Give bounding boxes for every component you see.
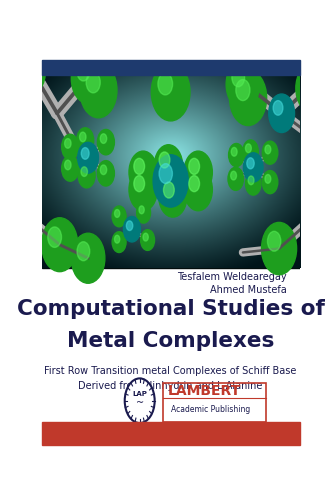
Bar bbox=[163, 384, 266, 422]
Circle shape bbox=[129, 168, 158, 211]
Circle shape bbox=[189, 176, 199, 192]
Circle shape bbox=[137, 202, 151, 223]
Circle shape bbox=[48, 227, 62, 248]
Circle shape bbox=[184, 168, 212, 211]
Circle shape bbox=[262, 170, 278, 194]
Circle shape bbox=[100, 134, 107, 143]
Circle shape bbox=[86, 72, 100, 93]
Circle shape bbox=[273, 100, 283, 115]
Circle shape bbox=[78, 162, 95, 188]
Circle shape bbox=[65, 138, 71, 148]
Circle shape bbox=[164, 182, 174, 198]
Circle shape bbox=[97, 130, 115, 155]
Circle shape bbox=[153, 154, 188, 207]
Circle shape bbox=[154, 144, 183, 187]
Circle shape bbox=[159, 152, 170, 168]
Circle shape bbox=[62, 134, 79, 160]
Circle shape bbox=[245, 144, 251, 152]
Circle shape bbox=[42, 218, 78, 272]
Text: Academic Publishing: Academic Publishing bbox=[170, 404, 250, 413]
Circle shape bbox=[265, 145, 271, 154]
Circle shape bbox=[243, 153, 263, 182]
Circle shape bbox=[134, 158, 145, 174]
Text: LAP: LAP bbox=[132, 391, 147, 397]
Circle shape bbox=[62, 156, 79, 181]
Circle shape bbox=[228, 144, 244, 167]
Circle shape bbox=[228, 168, 243, 190]
Circle shape bbox=[81, 148, 89, 160]
Circle shape bbox=[77, 242, 90, 260]
Circle shape bbox=[245, 172, 261, 195]
Text: Derived from Ninhydrin and L-Alanine: Derived from Ninhydrin and L-Alanine bbox=[79, 382, 263, 392]
Circle shape bbox=[65, 160, 71, 170]
Text: LAMBERT: LAMBERT bbox=[168, 384, 241, 398]
Circle shape bbox=[126, 221, 133, 230]
Circle shape bbox=[269, 94, 294, 132]
Text: Tesfalem Weldearegay: Tesfalem Weldearegay bbox=[177, 272, 287, 282]
Circle shape bbox=[80, 132, 86, 142]
Circle shape bbox=[158, 73, 172, 95]
Text: ~: ~ bbox=[136, 398, 144, 408]
Circle shape bbox=[97, 160, 115, 186]
Circle shape bbox=[151, 63, 190, 121]
Circle shape bbox=[265, 174, 271, 184]
Circle shape bbox=[81, 167, 88, 176]
Circle shape bbox=[236, 80, 250, 100]
Circle shape bbox=[248, 176, 254, 184]
Circle shape bbox=[143, 233, 148, 241]
Text: Metal Complexes: Metal Complexes bbox=[67, 332, 274, 351]
Text: Computational Studies of: Computational Studies of bbox=[17, 298, 325, 318]
Circle shape bbox=[125, 378, 155, 423]
Circle shape bbox=[141, 230, 155, 250]
Circle shape bbox=[78, 142, 99, 173]
Circle shape bbox=[231, 171, 236, 180]
Text: Ahmed Mustefa: Ahmed Mustefa bbox=[210, 285, 287, 295]
Bar bbox=[42, 74, 300, 268]
Circle shape bbox=[115, 210, 120, 218]
Circle shape bbox=[229, 70, 267, 126]
Circle shape bbox=[112, 206, 126, 227]
Circle shape bbox=[80, 62, 117, 118]
Circle shape bbox=[112, 232, 126, 252]
Text: First Row Transition metal Complexes of Schiff Base: First Row Transition metal Complexes of … bbox=[45, 366, 297, 376]
Circle shape bbox=[115, 236, 120, 243]
Circle shape bbox=[261, 222, 297, 275]
Circle shape bbox=[134, 176, 145, 192]
Circle shape bbox=[302, 72, 314, 90]
Circle shape bbox=[18, 54, 30, 74]
Circle shape bbox=[226, 60, 260, 110]
Circle shape bbox=[71, 54, 105, 104]
Circle shape bbox=[296, 63, 329, 113]
Circle shape bbox=[231, 148, 237, 156]
Circle shape bbox=[262, 141, 278, 164]
Circle shape bbox=[12, 46, 46, 96]
Circle shape bbox=[71, 233, 105, 283]
Circle shape bbox=[77, 128, 94, 153]
Circle shape bbox=[129, 151, 158, 194]
Circle shape bbox=[159, 164, 172, 184]
Circle shape bbox=[159, 175, 187, 217]
Circle shape bbox=[124, 216, 141, 242]
Circle shape bbox=[100, 165, 107, 174]
Circle shape bbox=[189, 158, 199, 174]
Circle shape bbox=[232, 68, 245, 87]
Circle shape bbox=[267, 232, 281, 251]
Circle shape bbox=[243, 140, 258, 163]
Circle shape bbox=[139, 206, 144, 214]
Circle shape bbox=[184, 151, 212, 194]
Circle shape bbox=[77, 62, 90, 81]
Bar bbox=[42, 422, 300, 445]
Bar bbox=[42, 60, 300, 74]
Circle shape bbox=[247, 158, 254, 169]
